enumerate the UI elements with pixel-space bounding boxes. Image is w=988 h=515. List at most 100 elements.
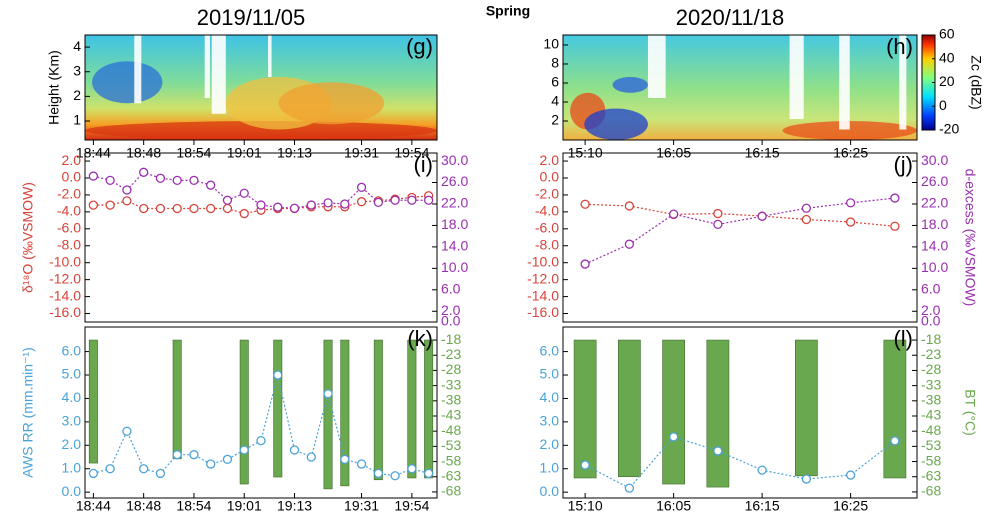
tick-label: -14.0 <box>49 287 81 303</box>
point <box>423 195 434 205</box>
point <box>356 197 367 207</box>
bar <box>618 339 641 478</box>
point <box>172 175 182 186</box>
x-tick-label: 18:44 <box>76 498 111 514</box>
point <box>172 203 182 214</box>
series-line <box>584 197 895 265</box>
tick-label: 10.0 <box>441 259 468 275</box>
point <box>222 454 233 464</box>
point <box>122 196 132 206</box>
colorbar-tick-label: 20 <box>939 73 955 89</box>
point <box>373 197 383 208</box>
panel-label: (l) <box>893 326 913 351</box>
point <box>323 389 333 399</box>
tick-label: -43 <box>441 407 461 423</box>
x-tick-label: 19:31 <box>344 498 379 514</box>
tick-label: -58 <box>441 452 461 468</box>
tick-label: 3.0 <box>62 413 82 429</box>
tick-label: 6.0 <box>540 342 560 358</box>
panel-label: (h) <box>886 34 913 59</box>
point <box>289 445 300 455</box>
tick-label: 26.0 <box>441 173 468 189</box>
x-tick-label: 19:01 <box>227 498 262 514</box>
point <box>172 450 182 460</box>
bar <box>340 339 350 487</box>
radar-echo <box>612 77 648 93</box>
tick-label: -63 <box>921 467 941 483</box>
axis-label: AWS RR (mm.min⁻¹) <box>20 347 36 478</box>
panel-title: 2020/11/18 <box>676 5 784 30</box>
tick-label: 26.0 <box>921 173 948 189</box>
tick-label: -38 <box>921 392 941 408</box>
tick-label: 0.0 <box>62 483 82 499</box>
tick-label: 2 <box>551 112 559 128</box>
tick-label: 4 <box>551 93 559 109</box>
bar <box>407 339 417 479</box>
tick-label: 8 <box>551 55 559 71</box>
point <box>713 446 723 456</box>
tick-label: -48 <box>441 422 461 438</box>
point <box>845 198 856 208</box>
point <box>105 464 115 474</box>
point <box>624 483 635 493</box>
point <box>801 214 812 225</box>
tick-label: 30.0 <box>921 152 948 168</box>
panel-label: (k) <box>407 326 433 351</box>
tick-label: -4.0 <box>57 203 81 219</box>
axis-label: Height (Km) <box>46 50 62 125</box>
tick-label: 3.0 <box>540 413 560 429</box>
point <box>206 459 216 469</box>
point <box>239 445 249 455</box>
tick-label: 2.0 <box>540 152 560 168</box>
tick-label: 0.0 <box>441 313 461 329</box>
radar-gap <box>204 35 210 98</box>
bar <box>239 339 249 485</box>
colorbar-tick-label: 40 <box>939 49 955 65</box>
radar-echo <box>85 121 437 140</box>
tick-label: -8.0 <box>535 236 559 252</box>
colorbar-tick-label: 0 <box>939 97 947 113</box>
panel-frame <box>84 152 438 323</box>
tick-label: 2.0 <box>441 302 461 318</box>
tick-label: -28 <box>441 361 461 377</box>
radar-echo <box>584 108 648 140</box>
point <box>88 171 99 181</box>
point <box>580 199 590 209</box>
point <box>206 203 216 214</box>
point <box>356 182 367 192</box>
panel-frame <box>562 34 918 141</box>
panel-frame <box>84 326 438 499</box>
point <box>206 180 216 190</box>
point <box>306 200 316 210</box>
x-tick-label: 19:13 <box>277 498 312 514</box>
point <box>273 202 283 212</box>
tick-label: 18.0 <box>441 216 468 232</box>
x-tick-label: 19:54 <box>394 498 429 514</box>
tick-label: -43 <box>921 407 941 423</box>
x-tick-label: 15:10 <box>568 498 603 514</box>
colorbar-tick-label: 60 <box>939 26 955 42</box>
tick-label: 4.0 <box>540 389 560 405</box>
radar-gap <box>134 35 142 104</box>
tick-label: -68 <box>441 483 461 499</box>
tick-label: -23 <box>441 346 461 362</box>
x-tick-label: 16:15 <box>745 498 780 514</box>
radar-echo <box>278 82 385 125</box>
tick-label: -38 <box>441 392 461 408</box>
axis-label: δ¹⁸O (‰VSMOW) <box>20 182 36 293</box>
bar <box>323 339 333 490</box>
point <box>624 201 635 211</box>
tick-label: -12.0 <box>49 270 81 286</box>
axis-label: Zc (dBZ) <box>968 55 984 109</box>
axis-label: d-excess (‰VSMOW) <box>962 169 978 307</box>
panel-label: (i) <box>413 152 433 177</box>
tick-label: -16.0 <box>527 304 559 320</box>
tick-label: -18 <box>441 331 461 347</box>
axis-label: BT (°C) <box>962 389 978 436</box>
point <box>139 167 149 177</box>
x-tick-label: 18:54 <box>176 498 211 514</box>
point <box>122 426 132 436</box>
point <box>373 468 383 479</box>
tick-label: 22.0 <box>921 195 948 211</box>
